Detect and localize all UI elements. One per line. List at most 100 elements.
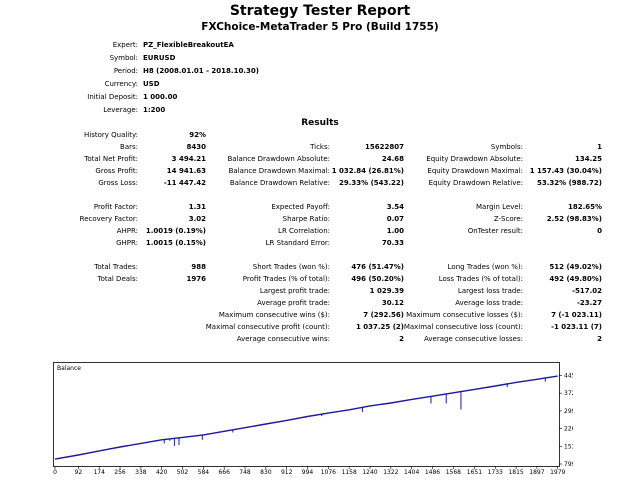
y-tick-label: 1531 [564, 443, 573, 450]
x-tick-label: 1733 [488, 469, 503, 475]
result-label: Equity Drawdown Absolute: [426, 155, 523, 163]
setting-value: USD [143, 80, 160, 88]
result-label: Average consecutive wins: [236, 335, 330, 343]
setting-label: Leverage: [103, 106, 138, 114]
result-label: Expected Payoff: [271, 203, 330, 211]
settings-row: Leverage: 1:200 [0, 104, 640, 116]
y-tick-label: 3726 [564, 390, 573, 397]
x-tick-label: 1158 [342, 469, 357, 475]
result-value: 7 (-1 023.11) [551, 311, 602, 319]
x-tick-label: 1240 [362, 469, 377, 475]
result-value: 3 494.21 [171, 155, 206, 163]
result-value: 512 (49.02%) [549, 263, 602, 271]
result-label: OnTester result: [467, 227, 523, 235]
x-tick-label: 1076 [321, 469, 336, 475]
balance-series [54, 375, 558, 460]
setting-label: Symbol: [109, 54, 138, 62]
result-label: Largest loss trade: [457, 287, 523, 295]
settings-row: Period: H8 (2008.01.01 - 2018.10.30) [0, 65, 640, 77]
result-value: 8430 [186, 143, 206, 151]
y-tick-label: 4457 [564, 372, 573, 379]
result-label: History Quality: [84, 131, 138, 139]
x-tick-label: 1404 [404, 469, 419, 475]
x-tick-label: 666 [218, 469, 230, 475]
result-value: 2 [597, 335, 602, 343]
result-label: Sharpe Ratio: [282, 215, 330, 223]
setting-value: 1 000.00 [143, 93, 178, 101]
result-label: Bars: [120, 143, 138, 151]
result-label: Symbols: [490, 143, 523, 151]
x-tick-label: 1815 [508, 469, 523, 475]
result-label: Maximum consecutive losses ($): [406, 311, 523, 319]
result-value: 1.31 [188, 203, 206, 211]
settings-row: Expert: PZ_FlexibleBreakoutEA [0, 39, 640, 51]
result-value: 1.0019 (0.19%) [145, 227, 206, 235]
x-tick-label: 1486 [425, 469, 440, 475]
result-value: 1.00 [386, 227, 404, 235]
x-tick-label: 830 [260, 469, 272, 475]
x-tick-label: 748 [239, 469, 251, 475]
report-subtitle: FXChoice-MetaTrader 5 Pro (Build 1755) [201, 21, 439, 33]
setting-label: Initial Deposit: [87, 93, 138, 101]
result-label: Balance Drawdown Absolute: [227, 155, 331, 163]
chart-title: Balance [57, 365, 81, 372]
x-tick-label: 502 [177, 469, 189, 475]
result-label: Balance Drawdown Relative: [229, 179, 330, 187]
result-label: Total Trades: [94, 263, 138, 271]
result-value: 1976 [186, 275, 206, 283]
result-label: Average profit trade: [257, 299, 330, 307]
result-label: Profit Trades (% of total): [242, 275, 330, 283]
result-value: 0.07 [386, 215, 404, 223]
settings-row: Currency: USD [0, 78, 640, 90]
result-label: Profit Factor: [93, 203, 138, 211]
setting-value: PZ_FlexibleBreakoutEA [143, 41, 234, 49]
result-label: Largest profit trade: [259, 287, 330, 295]
result-value: 70.33 [381, 239, 404, 247]
x-tick-label: 1979 [550, 469, 565, 475]
result-value: 182.65% [567, 203, 602, 211]
x-tick-label: 1322 [383, 469, 398, 475]
result-label: Average consecutive losses: [424, 335, 523, 343]
result-value: 0 [597, 227, 602, 235]
result-label: Margin Level: [476, 203, 523, 211]
setting-label: Period: [113, 67, 138, 75]
setting-label: Expert: [112, 41, 138, 49]
x-tick-label: 256 [114, 469, 126, 475]
report-title: Strategy Tester Report [229, 3, 411, 19]
result-value: 14 941.63 [166, 167, 206, 175]
result-value: 1 029.39 [369, 287, 404, 295]
balance-line [54, 375, 558, 460]
result-label: Long Trades (won %): [447, 263, 523, 271]
result-label: Short Trades (won %): [252, 263, 330, 271]
result-value: 3.02 [188, 215, 206, 223]
x-tick-label: 420 [156, 469, 168, 475]
result-value: 1 [597, 143, 602, 151]
result-value: 134.25 [574, 155, 602, 163]
result-value: 476 (51.47%) [351, 263, 404, 271]
result-label: Maximal consecutive profit (count): [205, 323, 330, 331]
result-label: AHPR: [116, 227, 138, 235]
result-label: Maximal consecutive loss (count): [403, 323, 523, 331]
results-heading: Results [301, 118, 339, 128]
result-value: 7 (292.56) [363, 311, 404, 319]
result-label: Recovery Factor: [79, 215, 138, 223]
result-label: Equity Drawdown Maximal: [427, 167, 523, 175]
setting-value: EURUSD [143, 54, 176, 62]
result-value: 15622807 [365, 143, 404, 151]
result-value: 30.12 [381, 299, 404, 307]
result-value: 988 [191, 263, 206, 271]
result-label: Total Deals: [97, 275, 138, 283]
result-value: 2 [399, 335, 404, 343]
result-label: LR Standard Error: [265, 239, 330, 247]
y-tick-label: 2263 [564, 426, 573, 433]
result-value: 1 157.43 (30.04%) [529, 167, 602, 175]
settings-row: Symbol: EURUSD [0, 52, 640, 64]
x-tick-label: 174 [93, 469, 105, 475]
result-value: 1.0015 (0.15%) [145, 239, 206, 247]
setting-label: Currency: [104, 80, 138, 88]
setting-value: 1:200 [143, 106, 166, 114]
result-value: 24.68 [381, 155, 404, 163]
result-label: Gross Profit: [95, 167, 138, 175]
